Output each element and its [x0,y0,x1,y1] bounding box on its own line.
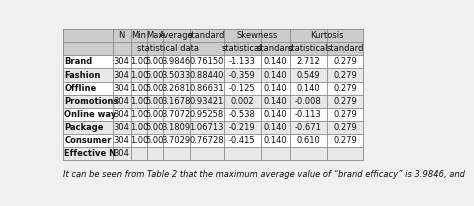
Text: Skewness: Skewness [236,32,278,41]
Bar [63,82,364,95]
Text: 0.279: 0.279 [333,83,357,92]
Text: Min: Min [131,32,146,41]
Text: 3.2681: 3.2681 [162,83,191,92]
Text: Average: Average [159,32,193,41]
Text: It can be seen from Table 2 that the maximum average value of “brand efficacy” i: It can be seen from Table 2 that the max… [63,170,465,179]
Text: Online way: Online way [64,110,117,118]
Text: 1.00: 1.00 [129,97,148,105]
Text: 1.00: 1.00 [129,123,148,131]
Text: 0.140: 0.140 [264,123,287,131]
Text: -0.415: -0.415 [229,136,255,145]
Text: -1.133: -1.133 [229,57,255,67]
Bar [63,55,364,69]
Text: 0.95258: 0.95258 [190,110,224,118]
Text: 2.712: 2.712 [296,57,320,67]
Text: -0.113: -0.113 [295,110,322,118]
Text: Fashion: Fashion [64,70,101,80]
Text: 3.9846: 3.9846 [162,57,191,67]
Text: 0.279: 0.279 [333,136,357,145]
Text: 304: 304 [114,136,129,145]
Bar [63,108,364,121]
Text: 5.00: 5.00 [146,57,164,67]
Text: 3.1678: 3.1678 [162,97,191,105]
Text: 0.88440: 0.88440 [190,70,224,80]
Text: 0.76150: 0.76150 [190,57,224,67]
Text: standard: standard [188,32,226,41]
Text: -0.125: -0.125 [229,83,255,92]
Text: 0.93421: 0.93421 [190,97,224,105]
Text: standard: standard [327,44,364,54]
Text: -0.671: -0.671 [295,123,322,131]
Text: 0.610: 0.610 [296,136,320,145]
Text: Promotions: Promotions [64,97,118,105]
Text: -0.219: -0.219 [229,123,255,131]
Text: 0.140: 0.140 [264,70,287,80]
Text: Kurtosis: Kurtosis [310,32,344,41]
Bar [63,29,364,55]
Text: 5.00: 5.00 [146,110,164,118]
Text: Offline: Offline [64,83,97,92]
Text: Package: Package [64,123,104,131]
Text: 1.00: 1.00 [129,83,148,92]
Bar [63,121,364,133]
Text: 0.140: 0.140 [264,83,287,92]
Text: standard: standard [256,44,294,54]
Bar [63,146,364,159]
Text: 1.00: 1.00 [129,136,148,145]
Text: N: N [118,32,125,41]
Text: 1.06713: 1.06713 [190,123,224,131]
Text: 5.00: 5.00 [146,97,164,105]
Text: 304: 304 [114,70,129,80]
Bar [63,69,364,82]
Text: 1.00: 1.00 [129,70,148,80]
Text: 3.7072: 3.7072 [162,110,191,118]
Text: 0.279: 0.279 [333,110,357,118]
Text: 304: 304 [114,110,129,118]
Text: 304: 304 [114,149,129,158]
Text: 0.140: 0.140 [264,110,287,118]
Text: 0.86631: 0.86631 [190,83,224,92]
Text: 304: 304 [114,123,129,131]
Text: -0.008: -0.008 [295,97,322,105]
Text: 0.76728: 0.76728 [190,136,224,145]
Bar [63,95,364,108]
Text: 0.140: 0.140 [264,57,287,67]
Text: 0.279: 0.279 [333,97,357,105]
Text: 5.00: 5.00 [146,83,164,92]
Text: 0.002: 0.002 [230,97,254,105]
Text: 5.00: 5.00 [146,123,164,131]
Text: statistical: statistical [288,44,328,54]
Text: 0.279: 0.279 [333,123,357,131]
Text: -0.538: -0.538 [229,110,255,118]
Bar [63,133,364,146]
Text: 0.140: 0.140 [264,136,287,145]
Text: Consumer: Consumer [64,136,112,145]
Text: Brand: Brand [64,57,92,67]
Text: statistical data: statistical data [137,44,199,54]
Text: 3.7029: 3.7029 [162,136,191,145]
Text: 304: 304 [114,97,129,105]
Text: statistical: statistical [222,44,263,54]
Text: 1.00: 1.00 [129,57,148,67]
Text: 0.549: 0.549 [297,70,320,80]
Text: Effective N: Effective N [64,149,117,158]
Text: -0.359: -0.359 [229,70,255,80]
Text: 0.279: 0.279 [333,70,357,80]
Text: 3.1809: 3.1809 [162,123,191,131]
Text: 304: 304 [114,57,129,67]
Text: 5.00: 5.00 [146,70,164,80]
Text: 0.279: 0.279 [333,57,357,67]
Text: 5.00: 5.00 [146,136,164,145]
Text: Max: Max [146,32,164,41]
Text: 3.5033: 3.5033 [162,70,191,80]
Text: 1.00: 1.00 [129,110,148,118]
Text: 304: 304 [114,83,129,92]
Text: 0.140: 0.140 [264,97,287,105]
Text: 0.140: 0.140 [297,83,320,92]
